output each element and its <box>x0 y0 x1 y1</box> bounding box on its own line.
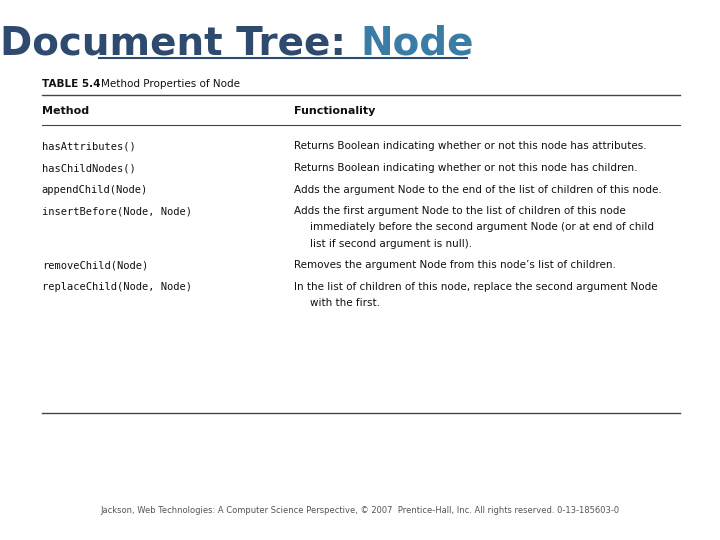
Text: Removes the argument Node from this node’s list of children.: Removes the argument Node from this node… <box>294 260 616 271</box>
Text: list if second argument is null).: list if second argument is null). <box>310 239 472 249</box>
Text: Adds the argument Node to the end of the list of children of this node.: Adds the argument Node to the end of the… <box>294 185 662 195</box>
Text: Method: Method <box>42 106 89 116</box>
Text: Functionality: Functionality <box>294 106 375 116</box>
Text: immediately before the second argument Node (or at end of child: immediately before the second argument N… <box>310 222 654 233</box>
Text: Returns Boolean indicating whether or not this node has attributes.: Returns Boolean indicating whether or no… <box>294 141 647 152</box>
Text: hasAttributes(): hasAttributes() <box>42 141 135 152</box>
Text: Returns Boolean indicating whether or not this node has children.: Returns Boolean indicating whether or no… <box>294 163 637 173</box>
Text: replaceChild(Node, Node): replaceChild(Node, Node) <box>42 282 192 292</box>
Text: Adds the first argument Node to the list of children of this node: Adds the first argument Node to the list… <box>294 206 626 217</box>
Text: with the first.: with the first. <box>310 298 379 308</box>
Text: appendChild(Node): appendChild(Node) <box>42 185 148 195</box>
Text: TABLE 5.4: TABLE 5.4 <box>42 79 100 89</box>
Text: hasChildNodes(): hasChildNodes() <box>42 163 135 173</box>
Text: In the list of children of this node, replace the second argument Node: In the list of children of this node, re… <box>294 282 657 292</box>
Text: insertBefore(Node, Node): insertBefore(Node, Node) <box>42 206 192 217</box>
Text: Node: Node <box>360 24 474 62</box>
Text: Method Properties of Node: Method Properties of Node <box>101 79 240 89</box>
Text: Jackson, Web Technologies: A Computer Science Perspective, © 2007  Prentice-Hall: Jackson, Web Technologies: A Computer Sc… <box>100 506 620 515</box>
Text: removeChild(Node): removeChild(Node) <box>42 260 148 271</box>
Text: Document Tree:: Document Tree: <box>1 24 360 62</box>
